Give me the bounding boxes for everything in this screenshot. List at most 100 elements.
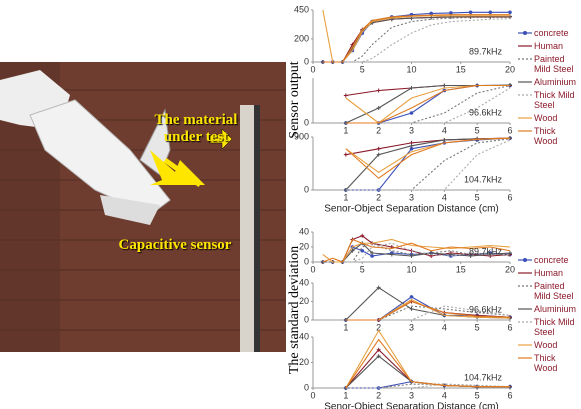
x-axis-label: Senor-Object Separation Distance (cm) — [324, 402, 499, 409]
x-tick-label: 4 — [442, 390, 447, 400]
annotation: Capacitive sensor — [95, 237, 255, 254]
legend-label: concrete — [534, 255, 569, 265]
annotation: The material under test — [150, 112, 242, 146]
x-tick-label: 4 — [442, 192, 447, 202]
legend-entry: Wood — [518, 113, 581, 123]
x-tick-label: 6 — [507, 192, 512, 202]
legend-swatch — [518, 353, 532, 363]
legend-swatch — [518, 90, 532, 100]
legend-swatch — [518, 268, 532, 278]
swatch-marker — [523, 258, 527, 262]
x-tick-label: 0 — [310, 64, 315, 74]
frequency-label: 104.7kHz — [464, 174, 503, 184]
legend-swatch — [518, 255, 532, 265]
marker — [344, 94, 348, 98]
page: Sensor output The standard deviation 020… — [0, 0, 581, 409]
legend-label: Painted Mild Steel — [534, 54, 581, 74]
legend-entry: Thick Wood — [518, 126, 581, 146]
legend-swatch — [518, 54, 532, 64]
x-tick-label: 20 — [505, 64, 515, 74]
legend-entry: Aluminium — [518, 77, 581, 87]
legend-entry: concrete — [518, 255, 581, 265]
marker — [469, 11, 473, 15]
x-tick-label: 5 — [475, 390, 480, 400]
x-tick-label: 10 — [406, 264, 416, 274]
legend-entry: Painted Mild Steel — [518, 281, 581, 301]
legend-swatch — [518, 28, 532, 38]
y-tick-label: 450 — [294, 4, 309, 14]
y-axis-label: Sensor output — [287, 61, 302, 139]
y-tick-label: 0 — [304, 256, 309, 266]
series-line — [346, 138, 510, 178]
legend-swatch — [518, 77, 532, 87]
x-tick-label: 0 — [310, 390, 315, 400]
y-tick-label: 40 — [299, 331, 309, 341]
legend-label: Thick Mild Steel — [534, 90, 581, 110]
x-tick-label: 5 — [475, 192, 480, 202]
legend-label: Wood — [534, 340, 557, 350]
photo — [0, 62, 286, 352]
x-tick-label: 5 — [360, 264, 365, 274]
x-tick-label: 4 — [442, 125, 447, 135]
y-tick-label: 0 — [304, 314, 309, 324]
marker — [410, 111, 414, 115]
y-tick-label: 40 — [299, 277, 309, 287]
x-tick-label: 2 — [376, 192, 381, 202]
legend-label: Human — [534, 41, 563, 51]
x-tick-label: 5 — [475, 322, 480, 332]
legend-label: Aluminium — [534, 77, 576, 87]
marker — [377, 147, 381, 151]
y-tick-label: 0 — [304, 184, 309, 194]
legend-entry: Thick Mild Steel — [518, 90, 581, 110]
frequency-label: 96.6kHz — [469, 107, 503, 117]
marker — [489, 11, 493, 15]
frequency-label: 104.7kHz — [464, 372, 503, 382]
legend-entry: Wood — [518, 340, 581, 350]
legend-label: Painted Mild Steel — [534, 281, 581, 301]
y-tick-label: 20 — [299, 296, 309, 306]
legend-label: Human — [534, 268, 563, 278]
x-tick-label: 6 — [507, 125, 512, 135]
frequency-label: 96.6kHz — [469, 304, 503, 314]
x-tick-label: 4 — [442, 322, 447, 332]
x-tick-label: 1 — [343, 192, 348, 202]
series-line — [346, 86, 510, 124]
x-tick-label: 15 — [456, 264, 466, 274]
y-tick-label: 900 — [294, 131, 309, 141]
x-tick-label: 3 — [409, 322, 414, 332]
x-axis-label: Senor-Object Separation Distance (cm) — [324, 204, 499, 215]
y-tick-label: 0 — [304, 382, 309, 392]
x-tick-label: 1 — [343, 322, 348, 332]
x-tick-label: 1 — [343, 390, 348, 400]
series-line — [346, 384, 510, 388]
legend: concreteHumanPainted Mild SteelAluminium… — [518, 28, 581, 149]
y-tick-label: 20 — [299, 357, 309, 367]
frequency-label: 89.7kHz — [469, 246, 503, 256]
legend-entry: Thick Wood — [518, 353, 581, 373]
figure: Sensor output The standard deviation 020… — [0, 0, 581, 409]
y-tick-label: 20 — [299, 241, 309, 251]
legend-swatch — [518, 281, 532, 291]
x-tick-label: 6 — [507, 390, 512, 400]
x-tick-label: 3 — [409, 192, 414, 202]
y-tick-label: 0 — [304, 117, 309, 127]
series-line — [346, 138, 510, 154]
legend-swatch — [518, 340, 532, 350]
x-tick-label: 1 — [343, 125, 348, 135]
x-tick-label: 0 — [310, 264, 315, 274]
legend-swatch — [518, 41, 532, 51]
x-tick-label: 5 — [475, 125, 480, 135]
y-tick-label: 0 — [304, 56, 309, 66]
marker — [377, 89, 381, 93]
legend-swatch — [518, 113, 532, 123]
x-tick-label: 2 — [376, 125, 381, 135]
legend-swatch — [518, 317, 532, 327]
x-tick-label: 15 — [456, 64, 466, 74]
marker — [344, 153, 348, 157]
legend-entry: Thick Mild Steel — [518, 317, 581, 337]
legend-entry: Aluminium — [518, 304, 581, 314]
legend-swatch — [518, 126, 532, 136]
y-tick-label: 40 — [299, 226, 309, 236]
x-tick-label: 20 — [505, 264, 515, 274]
legend-entry: Human — [518, 268, 581, 278]
